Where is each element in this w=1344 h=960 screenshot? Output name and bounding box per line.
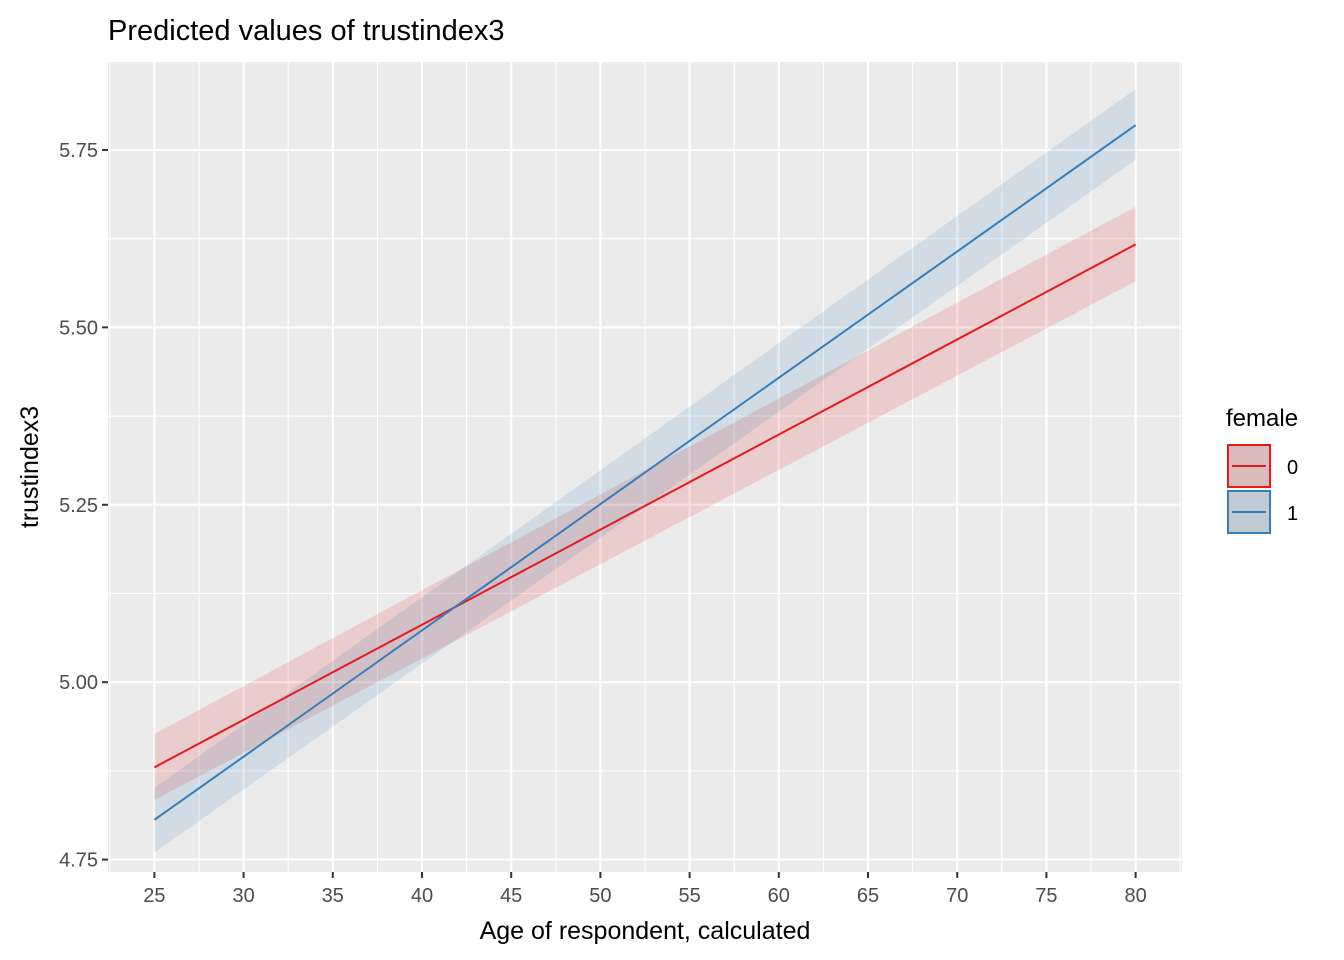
x-tick-label: 55 [678,885,700,907]
x-tick-label: 65 [857,885,879,907]
x-axis-title: Age of respondent, calculated [480,917,811,945]
x-tick-label: 70 [946,885,968,907]
x-tick-label: 25 [143,885,165,907]
x-tick-label: 35 [322,885,344,907]
x-tick-label: 40 [411,885,433,907]
x-tick-label: 75 [1035,885,1057,907]
series-lines [153,124,1137,821]
confidence-band-0 [154,206,1136,800]
legend-title: female [1226,405,1298,432]
y-tick-label: 5.50 [59,317,98,339]
x-tick-label: 30 [232,885,254,907]
x-axis: 25 30 35 40 45 50 55 60 65 70 75 80 [143,872,1147,907]
y-axis: 4.75 5.00 5.25 5.50 5.75 [59,140,108,872]
y-tick-label: 5.25 [59,495,98,517]
legend: female 0 1 [1226,405,1298,534]
x-tick-label: 50 [589,885,611,907]
legend-label: 1 [1287,503,1298,525]
chart-title: Predicted values of trustindex3 [108,15,505,47]
y-axis-title: trustindex3 [16,406,44,528]
y-tick-label: 4.75 [59,850,98,872]
legend-label: 0 [1287,457,1298,479]
series-line-1 [153,124,1137,821]
y-tick-label: 5.00 [59,672,98,694]
series-line-0 [153,243,1137,769]
x-tick-label: 45 [500,885,522,907]
confidence-bands [154,88,1136,853]
x-tick-label: 80 [1124,885,1146,907]
y-tick-label: 5.75 [59,140,98,162]
x-tick-label: 60 [768,885,790,907]
major-gridlines [108,62,1182,872]
confidence-band-1 [154,88,1136,853]
minor-gridlines [108,62,1182,872]
